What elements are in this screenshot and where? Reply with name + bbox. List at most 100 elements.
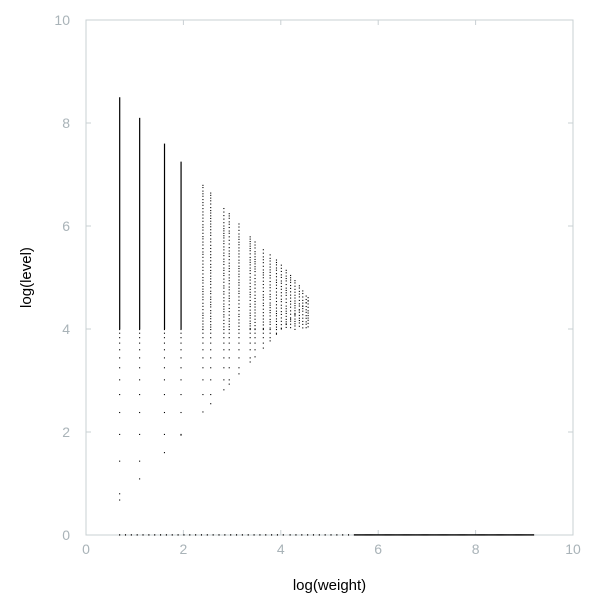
data-point <box>202 236 204 238</box>
baseline-point <box>354 534 356 536</box>
data-point <box>210 379 212 381</box>
data-point <box>262 252 264 254</box>
data-point <box>163 452 166 454</box>
data-point <box>280 274 282 276</box>
baseline-point <box>442 534 444 536</box>
data-point <box>180 332 182 334</box>
data-point <box>254 266 256 268</box>
data-point <box>298 314 300 316</box>
data-point <box>202 276 204 279</box>
baseline-point <box>491 534 493 536</box>
data-point <box>254 294 256 296</box>
baseline-point <box>414 534 416 536</box>
baseline-point <box>230 534 232 536</box>
data-point <box>238 229 240 231</box>
data-point <box>305 323 307 325</box>
data-point <box>238 332 240 334</box>
baseline-point <box>396 534 398 536</box>
data-point <box>223 287 225 289</box>
baseline-point <box>379 534 381 536</box>
data-point <box>210 349 212 351</box>
data-point <box>249 247 251 250</box>
data-point <box>269 277 271 279</box>
data-point <box>254 315 256 317</box>
baseline-point <box>482 534 484 536</box>
baseline-point <box>438 534 440 536</box>
data-point <box>210 192 212 194</box>
data-point <box>307 326 309 328</box>
baseline-point <box>483 534 485 536</box>
data-point <box>294 323 296 325</box>
data-point <box>228 292 230 294</box>
baseline-point <box>478 534 480 536</box>
data-point <box>290 306 292 308</box>
baseline-point <box>501 534 503 536</box>
data-point <box>223 326 225 328</box>
baseline-point <box>452 534 454 536</box>
data-point <box>285 287 287 289</box>
data-point <box>202 394 204 396</box>
data-point <box>210 257 212 259</box>
data-point <box>202 195 204 197</box>
data-point <box>262 296 264 298</box>
baseline-point <box>439 534 441 536</box>
data-point <box>280 280 282 282</box>
data-point <box>223 367 225 369</box>
baseline-point <box>171 534 173 536</box>
data-point <box>228 267 230 270</box>
baseline-point <box>381 534 383 536</box>
baseline-point <box>484 534 486 536</box>
baseline-point <box>375 534 377 536</box>
data-point <box>249 279 251 281</box>
data-point <box>285 315 287 317</box>
data-point <box>249 314 251 317</box>
data-point <box>254 303 256 305</box>
data-point <box>139 478 141 480</box>
data-point <box>202 323 204 325</box>
data-point <box>294 328 296 330</box>
data-point <box>238 329 240 331</box>
data-point <box>285 280 287 282</box>
data-point <box>305 305 307 308</box>
data-point <box>202 309 204 311</box>
data-point <box>238 276 240 278</box>
baseline-point <box>422 534 425 536</box>
data-point <box>228 367 230 369</box>
data-point <box>280 276 282 278</box>
data-point <box>223 207 225 210</box>
baseline-point <box>432 534 434 536</box>
data-point <box>269 287 271 289</box>
data-point <box>254 349 256 351</box>
data-point <box>210 326 212 328</box>
baseline-point <box>388 534 390 536</box>
data-point <box>223 237 225 239</box>
baseline-point <box>477 534 479 536</box>
data-point <box>223 300 225 302</box>
data-point <box>210 254 212 256</box>
data-point <box>223 308 225 310</box>
baseline-point <box>369 534 371 536</box>
baseline-point <box>130 534 132 536</box>
baseline-point <box>500 534 503 536</box>
data-point <box>275 326 278 328</box>
baseline-point <box>403 534 405 536</box>
data-point <box>285 289 287 291</box>
baseline-point <box>408 534 410 536</box>
data-point <box>280 298 282 300</box>
data-point <box>305 327 307 329</box>
data-point <box>238 273 240 275</box>
data-point <box>249 286 251 288</box>
data-point <box>210 312 212 314</box>
data-point <box>307 297 309 299</box>
data-point <box>223 225 225 227</box>
data-point <box>163 433 166 435</box>
data-point <box>262 259 264 261</box>
data-point <box>228 329 230 331</box>
data-point <box>262 294 264 296</box>
x-axis-title: log(weight) <box>293 577 366 594</box>
data-point <box>269 318 271 320</box>
data-point <box>180 337 182 339</box>
data-point <box>210 357 212 359</box>
baseline-point <box>480 534 482 536</box>
data-point <box>254 356 256 358</box>
